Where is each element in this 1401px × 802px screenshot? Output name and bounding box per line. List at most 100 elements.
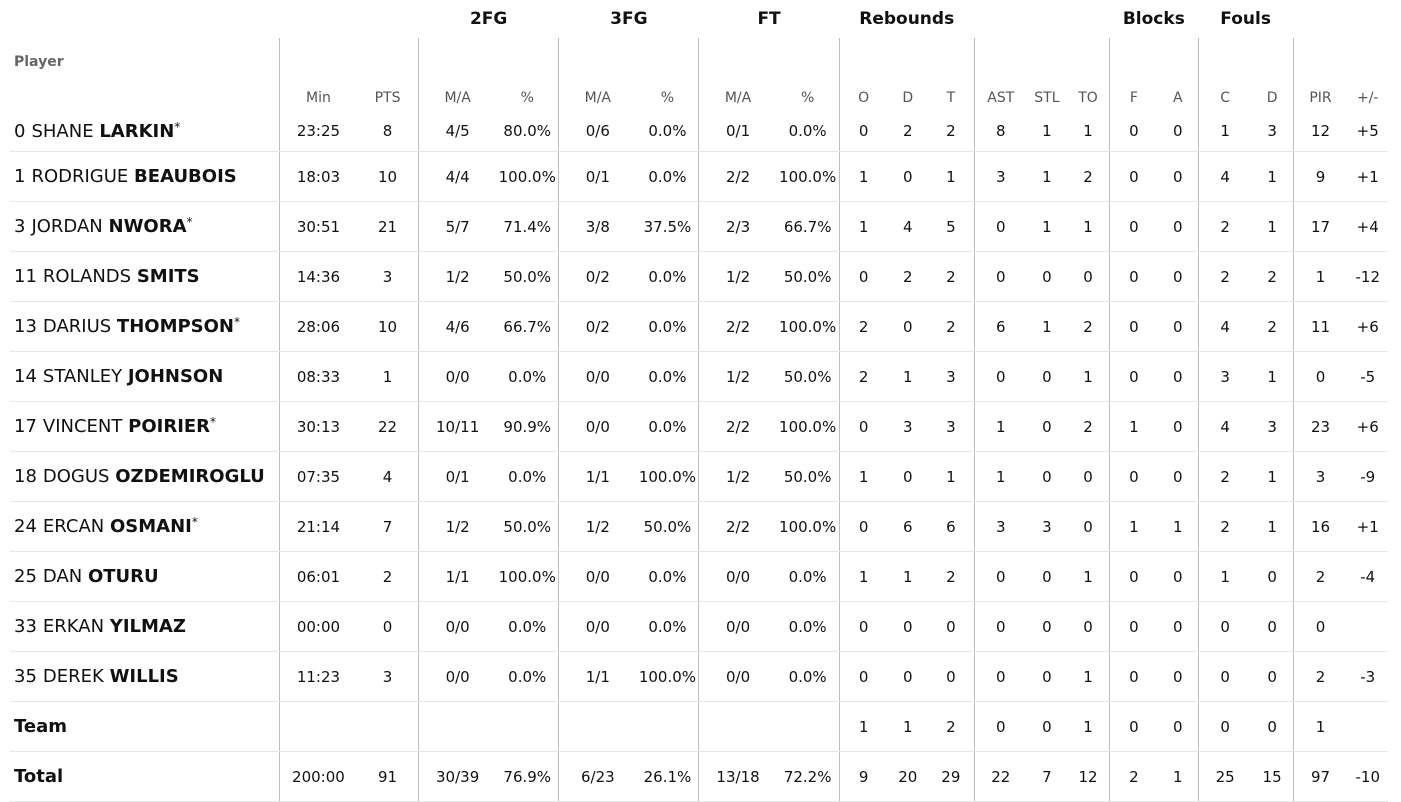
group-ft: FT bbox=[757, 9, 781, 29]
cell-foul-d: 1 bbox=[1251, 201, 1294, 252]
cell-pm: +5 bbox=[1347, 111, 1388, 152]
cell-foul-c: 1 bbox=[1197, 111, 1252, 152]
cell-pts: 2 bbox=[357, 551, 419, 602]
col-2fg-ma[interactable]: M/A bbox=[418, 38, 497, 111]
cell-reb-t: 3 bbox=[927, 401, 975, 452]
group-empty-player bbox=[10, 0, 279, 38]
col-player[interactable]: Player bbox=[14, 54, 64, 70]
cell-pir: 23 bbox=[1292, 401, 1348, 452]
cell-fg2-ma: 1/2 bbox=[418, 501, 497, 552]
col-stl[interactable]: STL bbox=[1034, 90, 1060, 106]
player-row[interactable]: 3 JORDAN NWORA* 30:51 21 5/7 71.4% 3/8 37.5% 2/3… bbox=[10, 201, 1388, 252]
total-row-label: Total bbox=[10, 751, 280, 802]
col-pir[interactable]: PIR bbox=[1292, 38, 1348, 111]
col-plus-minus[interactable]: +/- bbox=[1356, 90, 1379, 106]
player-name-cell[interactable]: 33 ERKAN YILMAZ bbox=[10, 601, 280, 652]
player-last-name: OTURU bbox=[87, 566, 159, 587]
cell-pm bbox=[1347, 701, 1388, 752]
player-name-cell[interactable]: 0 SHANE LARKIN* bbox=[10, 111, 280, 152]
player-name-cell[interactable]: 14 STANLEY JOHNSON bbox=[10, 351, 280, 402]
cell-pir: 17 bbox=[1292, 201, 1348, 252]
cell-reb-d: 1 bbox=[887, 551, 928, 602]
cell-pm: +4 bbox=[1347, 201, 1388, 252]
player-name-cell[interactable]: 24 ERCAN OSMANI* bbox=[10, 501, 280, 552]
player-name-cell[interactable]: 1 RODRIGUE BEAUBOIS bbox=[10, 151, 280, 202]
col-3fg-pct[interactable]: % bbox=[660, 90, 675, 106]
cell-min: 30:51 bbox=[278, 201, 358, 252]
col-min[interactable]: Min bbox=[278, 38, 358, 111]
cell-reb-d: 0 bbox=[887, 301, 928, 352]
col-reb-t[interactable]: T bbox=[946, 90, 956, 106]
player-row[interactable]: 35 DEREK WILLIS 11:23 3 0/0 0.0% 1/1 100.0% 0/0 0… bbox=[10, 651, 1388, 702]
player-row[interactable]: 11 ROLANDS SMITS 14:36 3 1/2 50.0% 0/2 0.0% 1/2 5… bbox=[10, 251, 1388, 302]
col-ft-ma[interactable]: M/A bbox=[698, 38, 777, 111]
player-row[interactable]: 13 DARIUS THOMPSON* 28:06 10 4/6 66.7% 0/2 0.0%… bbox=[10, 301, 1388, 352]
cell-reb-o: 0 bbox=[838, 651, 888, 702]
cell-reb-d: 20 bbox=[887, 751, 928, 802]
player-row[interactable]: 14 STANLEY JOHNSON 08:33 1 0/0 0.0% 0/0 0.0% 1/2… bbox=[10, 351, 1388, 402]
starter-mark: * bbox=[191, 515, 198, 529]
player-number: 1 bbox=[14, 166, 26, 187]
cell-to: 0 bbox=[1067, 501, 1110, 552]
cell-foul-c: 2 bbox=[1197, 451, 1252, 502]
cell-ft-ma bbox=[698, 701, 777, 752]
cell-min: 06:01 bbox=[278, 551, 358, 602]
player-row[interactable]: 18 DOGUS OZDEMIROGLU 07:35 4 0/1 0.0% 1/1 100.0… bbox=[10, 451, 1388, 502]
col-foul-c[interactable]: C bbox=[1197, 38, 1252, 111]
player-number: 3 bbox=[14, 216, 26, 237]
player-name-cell[interactable]: 35 DEREK WILLIS bbox=[10, 651, 280, 702]
player-row[interactable]: 0 SHANE LARKIN* 23:25 8 4/5 80.0% 0/6 0.0% 0/1 0.… bbox=[10, 111, 1388, 152]
player-name-cell[interactable]: 25 DAN OTURU bbox=[10, 551, 280, 602]
cell-ast: 0 bbox=[973, 551, 1027, 602]
cell-min: 07:35 bbox=[278, 451, 358, 502]
player-name-cell[interactable]: 11 ROLANDS SMITS bbox=[10, 251, 280, 302]
cell-to: 1 bbox=[1067, 551, 1110, 602]
cell-ft-ma: 2/2 bbox=[698, 301, 777, 352]
col-3fg-ma[interactable]: M/A bbox=[558, 38, 637, 111]
cell-blk-f: 0 bbox=[1108, 351, 1158, 402]
cell-blk-a: 0 bbox=[1157, 651, 1199, 702]
player-row[interactable]: 1 RODRIGUE BEAUBOIS 18:03 10 4/4 100.0% 0/1 0.0… bbox=[10, 151, 1388, 202]
player-name-cell[interactable]: 17 VINCENT POIRIER* bbox=[10, 401, 280, 452]
cell-reb-o: 1 bbox=[838, 701, 888, 752]
cell-pir: 0 bbox=[1292, 601, 1348, 652]
cell-stl: 0 bbox=[1026, 351, 1068, 402]
cell-ft-pct: 0.0% bbox=[776, 651, 840, 702]
cell-ast: 22 bbox=[973, 751, 1027, 802]
col-blk-a[interactable]: A bbox=[1172, 90, 1183, 106]
cell-pir: 12 bbox=[1292, 111, 1348, 152]
cell-min: 23:25 bbox=[278, 111, 358, 152]
col-ft-pct[interactable]: % bbox=[800, 90, 815, 106]
player-row[interactable]: 33 ERKAN YILMAZ 00:00 0 0/0 0.0% 0/0 0.0% 0/0 0.0… bbox=[10, 601, 1388, 652]
col-to[interactable]: TO bbox=[1078, 90, 1098, 106]
cell-ft-ma: 13/18 bbox=[698, 751, 777, 802]
cell-fg2-pct: 0.0% bbox=[496, 601, 559, 652]
group-empty-pir bbox=[1293, 0, 1388, 38]
col-reb-d[interactable]: D bbox=[902, 90, 914, 106]
cell-to: 0 bbox=[1067, 251, 1110, 302]
cell-stl: 0 bbox=[1026, 251, 1068, 302]
col-2fg-pct[interactable]: % bbox=[520, 90, 534, 106]
col-ast[interactable]: AST bbox=[973, 38, 1027, 111]
cell-to: 1 bbox=[1067, 651, 1110, 702]
cell-blk-f: 1 bbox=[1108, 501, 1158, 552]
cell-pts: 10 bbox=[357, 151, 419, 202]
cell-fg3-ma: 0/0 bbox=[558, 351, 637, 402]
player-row[interactable]: 17 VINCENT POIRIER* 30:13 22 10/11 90.9% 0/0 0.… bbox=[10, 401, 1388, 452]
col-reb-o[interactable]: O bbox=[838, 38, 888, 111]
col-blk-f[interactable]: F bbox=[1108, 38, 1158, 111]
cell-reb-d: 0 bbox=[887, 151, 928, 202]
cell-fg3-ma: 0/0 bbox=[558, 401, 637, 452]
player-row[interactable]: 24 ERCAN OSMANI* 21:14 7 1/2 50.0% 1/2 50.0% 2/2… bbox=[10, 501, 1388, 552]
player-name-cell[interactable]: 18 DOGUS OZDEMIROGLU bbox=[10, 451, 280, 502]
col-foul-d[interactable]: D bbox=[1266, 90, 1278, 106]
player-row[interactable]: 25 DAN OTURU 06:01 2 1/1 100.0% 0/0 0.0% 0/0 0.0%… bbox=[10, 551, 1388, 602]
cell-pir: 0 bbox=[1292, 351, 1348, 402]
col-pts[interactable]: PTS bbox=[374, 90, 401, 106]
player-name-cell[interactable]: 3 JORDAN NWORA* bbox=[10, 201, 280, 252]
player-name-cell[interactable]: 13 DARIUS THOMPSON* bbox=[10, 301, 280, 352]
cell-fg3-ma: 0/2 bbox=[558, 251, 637, 302]
player-first-name: DEREK bbox=[42, 666, 104, 687]
cell-stl: 0 bbox=[1026, 601, 1068, 652]
cell-blk-a: 1 bbox=[1157, 751, 1199, 802]
